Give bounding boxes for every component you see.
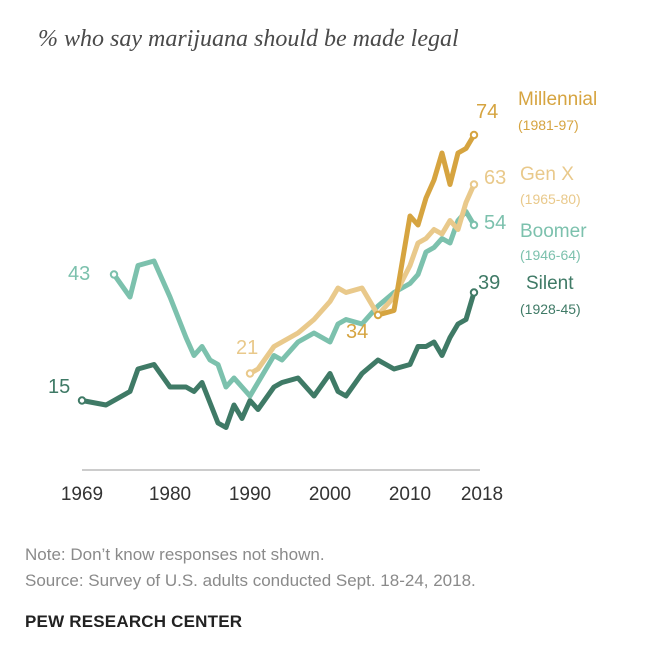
series-name-label-boomer: Boomer bbox=[520, 221, 587, 242]
start-value-label-millennial: 34 bbox=[346, 321, 368, 343]
series-line-boomer bbox=[111, 209, 477, 399]
start-value-label-gen-x: 21 bbox=[236, 337, 258, 359]
end-point-boomer bbox=[469, 220, 479, 230]
start-point-gen-x bbox=[245, 369, 255, 378]
end-point-gen-x bbox=[469, 180, 479, 189]
x-tick-label: 1980 bbox=[149, 484, 191, 505]
series-years-label-millennial: (1981-97) bbox=[518, 117, 579, 133]
note-text: Note: Don’t know responses not shown. bbox=[25, 545, 325, 564]
series-years-label-silent: (1928-45) bbox=[520, 301, 581, 317]
series-line-millennial bbox=[375, 132, 477, 318]
series-lines bbox=[77, 130, 479, 430]
series-line-silent bbox=[79, 290, 477, 430]
organization-logo-text: PEW RESEARCH CENTER bbox=[25, 612, 243, 631]
end-value-label-boomer: 54 bbox=[484, 212, 506, 234]
series-years-label-gen-x: (1965-80) bbox=[520, 191, 581, 207]
series-name-label-gen-x: Gen X bbox=[520, 164, 574, 185]
series-line-gen-x bbox=[247, 182, 477, 376]
end-point-silent bbox=[469, 288, 479, 297]
start-point-silent bbox=[77, 396, 87, 405]
end-point-millennial bbox=[469, 130, 479, 140]
x-tick-label: 2000 bbox=[309, 484, 351, 505]
series-name-label-silent: Silent bbox=[526, 273, 574, 294]
series-name-label-millennial: Millennial bbox=[518, 89, 597, 110]
chart-title: % who say marijuana should be made legal bbox=[38, 26, 459, 52]
line-chart: 1969 1980 1990 2000 2010 2018 15 39 Silent (1928… bbox=[48, 89, 597, 505]
x-tick-label: 2018 bbox=[461, 484, 503, 505]
start-point-boomer bbox=[109, 270, 119, 279]
x-axis-ticks: 1969 1980 1990 2000 2010 2018 bbox=[61, 484, 503, 505]
start-value-label-boomer: 43 bbox=[68, 263, 90, 285]
x-tick-label: 1990 bbox=[229, 484, 271, 505]
x-tick-label: 1969 bbox=[61, 484, 103, 505]
series-labels: 15 39 Silent (1928-45) 43 54 Boomer (1946-64) 21… bbox=[48, 89, 597, 398]
x-tick-label: 2010 bbox=[389, 484, 431, 505]
source-text: Source: Survey of U.S. adults conducted … bbox=[25, 571, 476, 590]
end-value-label-gen-x: 63 bbox=[484, 167, 506, 189]
end-value-label-silent: 39 bbox=[478, 272, 500, 294]
series-years-label-boomer: (1946-64) bbox=[520, 247, 581, 263]
start-value-label-silent: 15 bbox=[48, 376, 70, 398]
start-point-millennial bbox=[373, 310, 383, 320]
end-value-label-millennial: 74 bbox=[476, 101, 498, 123]
